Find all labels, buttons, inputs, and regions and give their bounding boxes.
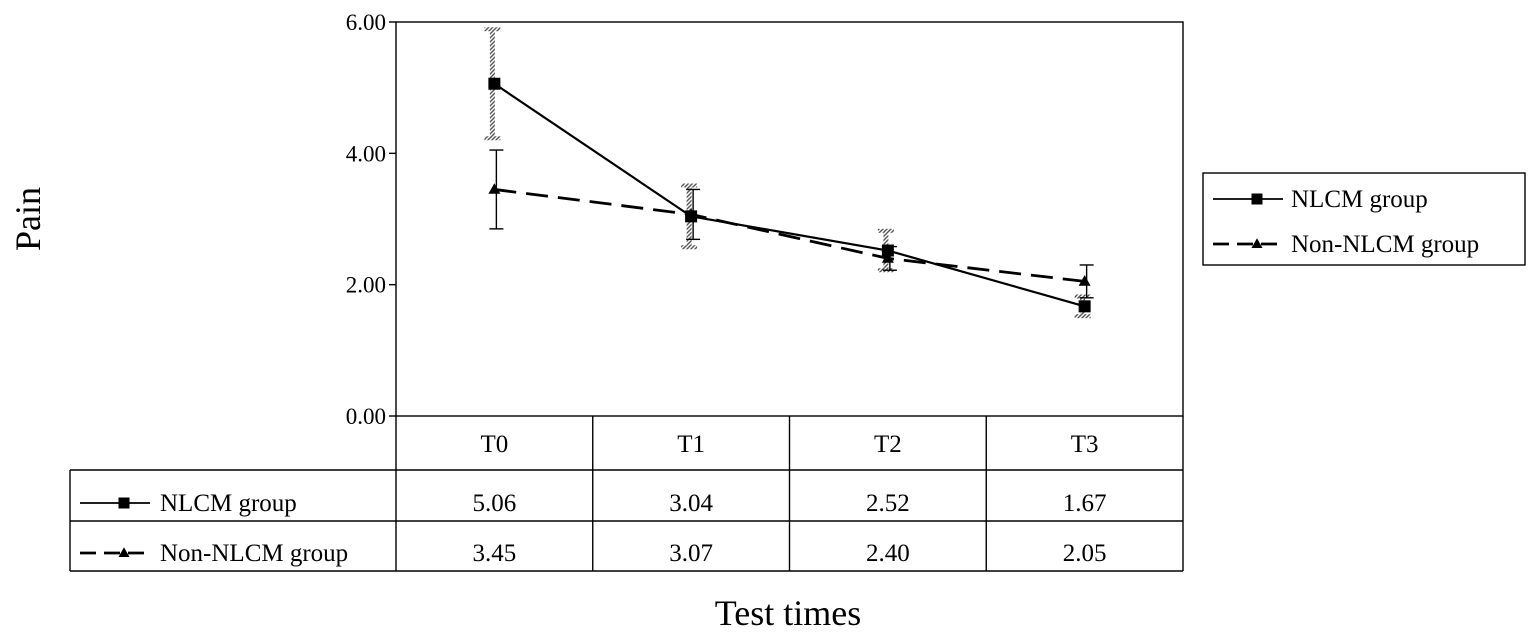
error-cap [1074,294,1091,299]
category-label: T0 [480,431,508,458]
table-value: 3.07 [669,540,713,567]
table-value: 2.40 [866,540,910,567]
triangle-marker [685,208,698,219]
square-marker [881,244,894,257]
triangle-marker [1078,275,1091,286]
square-marker [488,77,501,90]
error-cap [484,27,501,32]
plot-frame [395,21,1184,417]
table-value: 1.67 [1063,490,1107,517]
category-label: T1 [677,431,705,458]
error-cap [1074,314,1091,319]
triangle-marker [881,252,894,263]
y-tick-label: 2.00 [346,273,386,298]
series-line [493,82,1085,308]
y-axis-title: Pain [8,187,48,251]
table-value: 3.45 [473,540,517,567]
square-marker [1251,193,1263,205]
legend-label: NLCM group [1291,186,1428,213]
error-cap [877,228,894,233]
table-series-name: Non-NLCM group [160,540,348,567]
table-value: 2.52 [866,490,910,517]
legend-label: Non-NLCM group [1291,231,1479,258]
triangle-marker [118,547,130,557]
table-value: 5.06 [473,490,517,517]
triangle-marker [488,183,501,194]
square-marker [118,497,130,509]
x-axis-title: Test times [715,593,861,633]
table-series-name: NLCM group [160,490,297,517]
triangle-marker [1251,238,1263,248]
category-label: T2 [874,431,902,458]
table-value: 2.05 [1063,540,1107,567]
table-value: 3.04 [669,490,713,517]
error-cap [681,183,698,188]
y-tick-label: 0.00 [346,404,386,429]
square-marker [1078,300,1091,313]
error-cap [484,136,501,141]
y-tick-label: 4.00 [346,141,386,166]
legend-box [1202,172,1526,266]
category-label: T3 [1071,431,1099,458]
series-line [494,188,1085,283]
error-cap [681,245,698,250]
y-tick-label: 6.00 [346,10,386,35]
